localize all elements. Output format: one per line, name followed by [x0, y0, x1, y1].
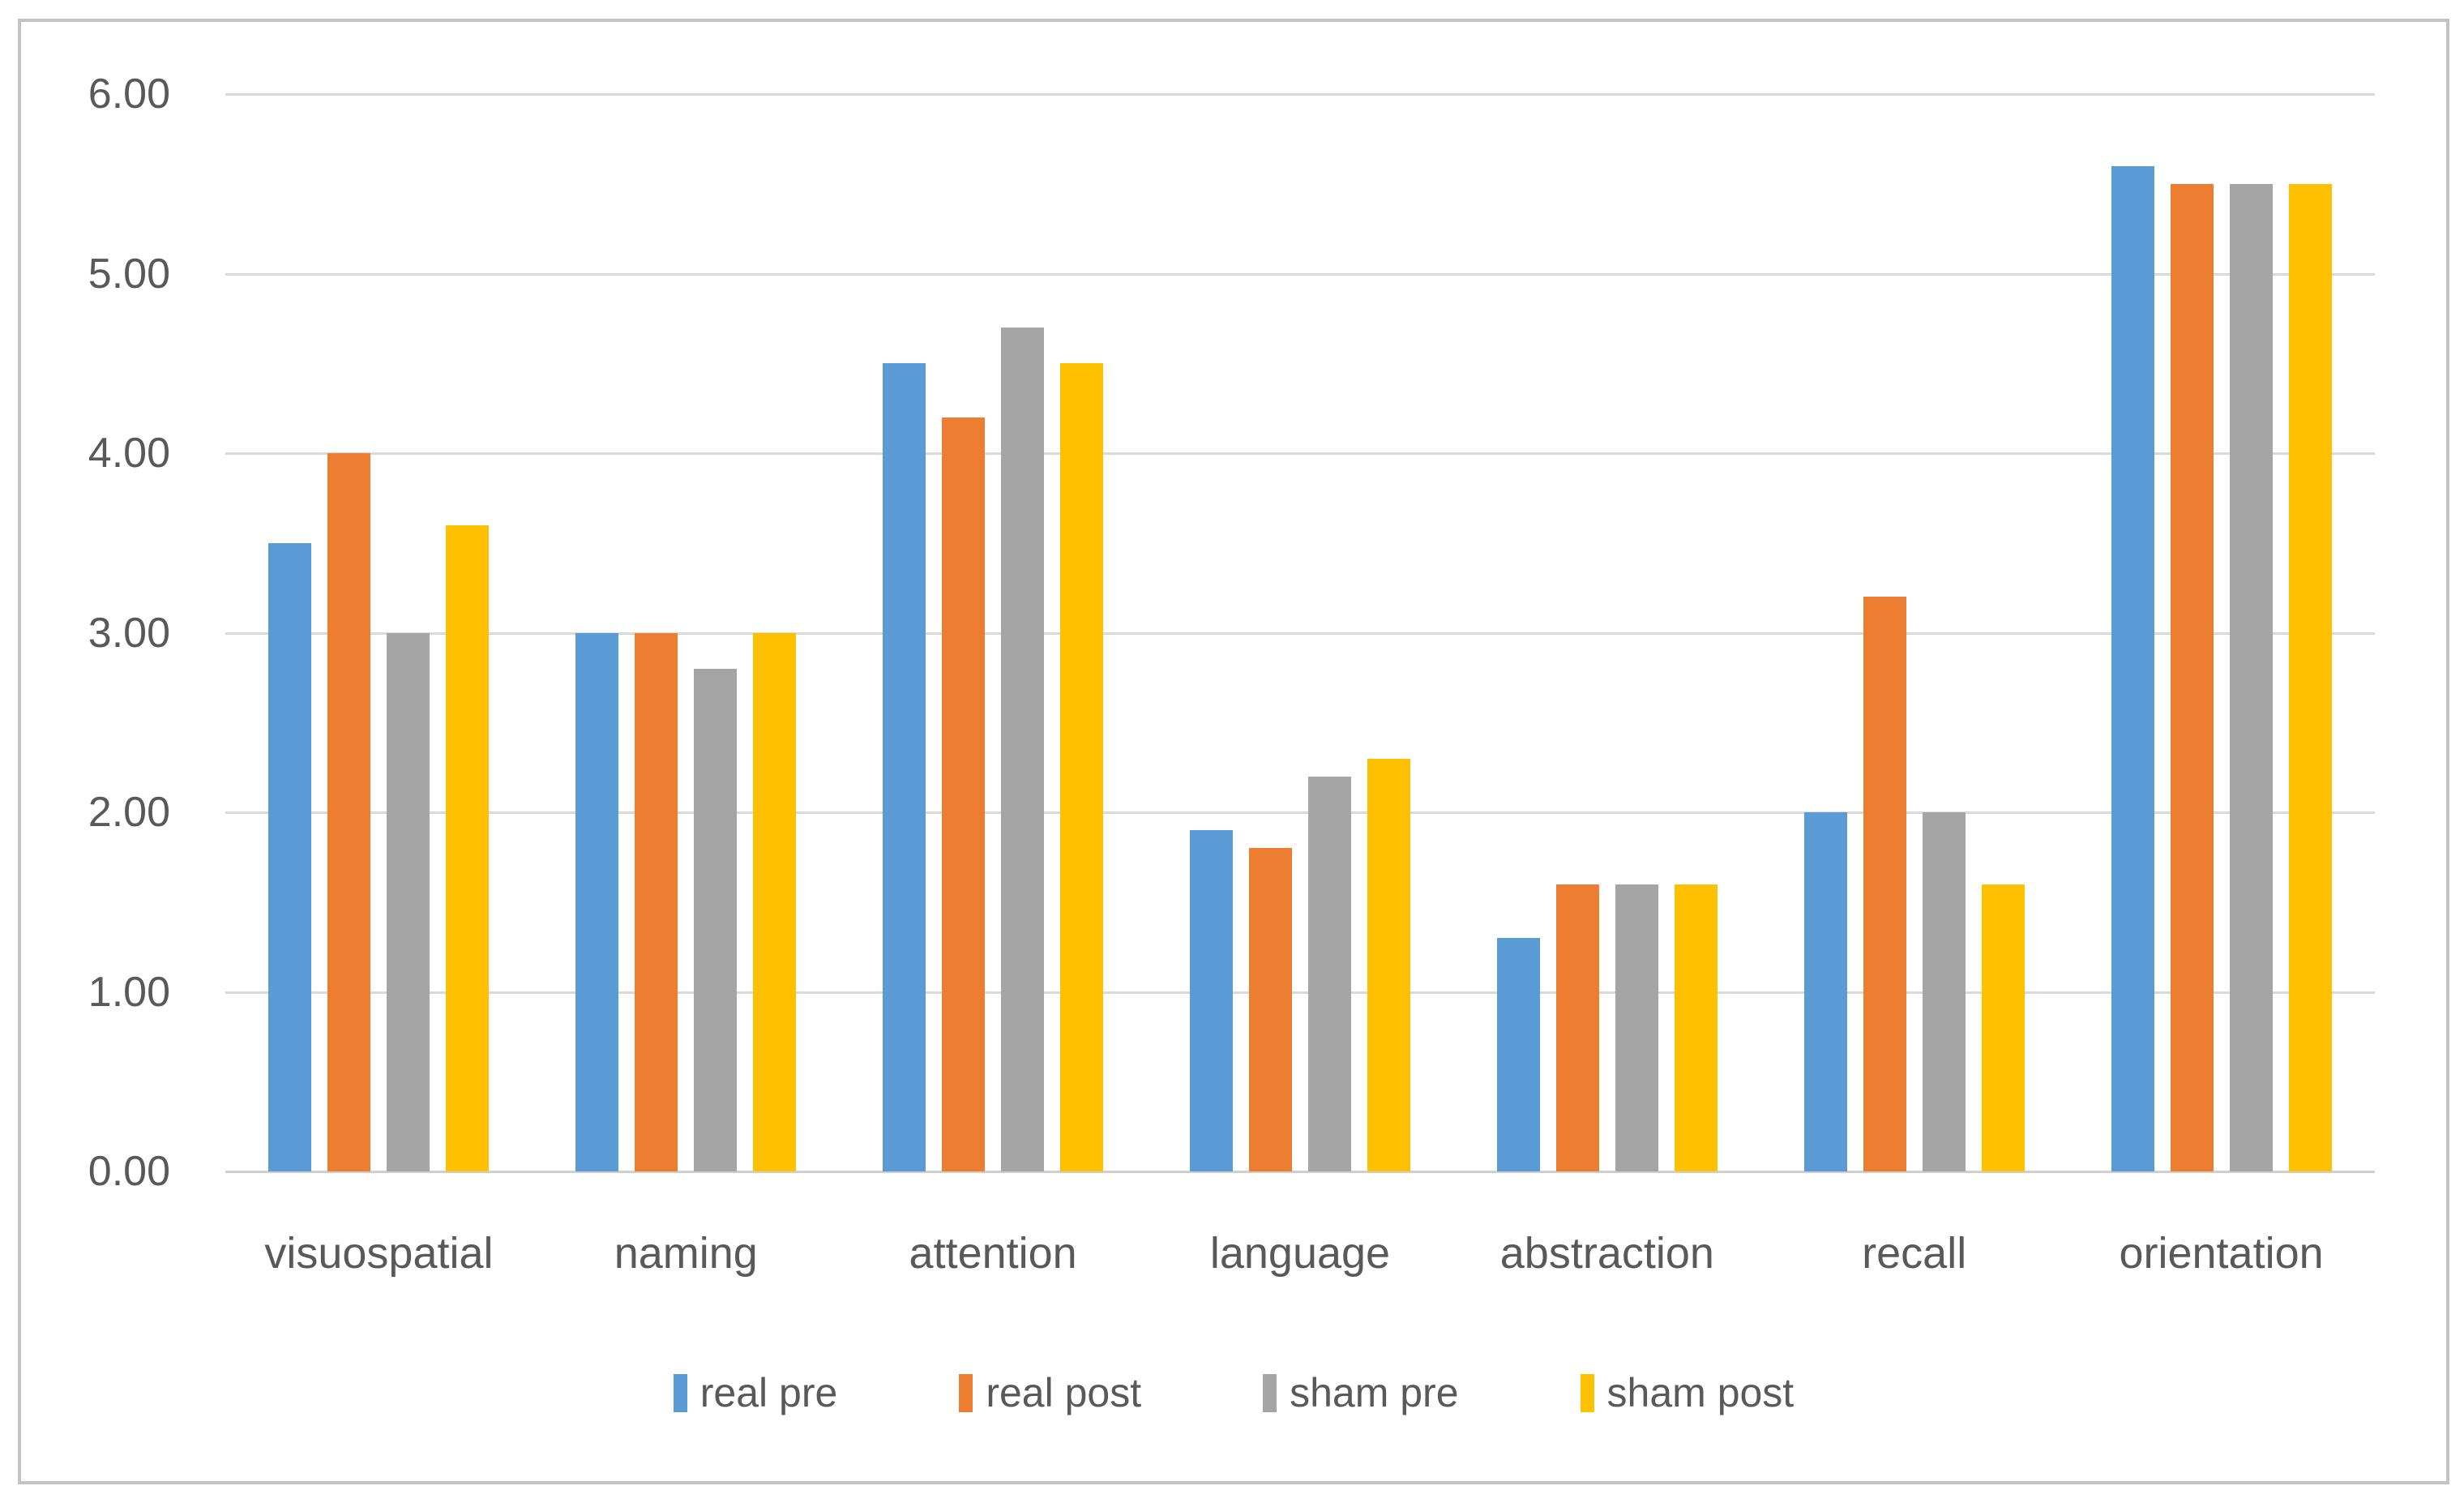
bar-visuospatial-real-post [327, 453, 371, 1171]
x-category-label-recall: recall [1862, 1229, 1967, 1278]
bar-attention-sham-pre [1001, 327, 1045, 1171]
bar-recall-real-post [1863, 597, 1906, 1171]
gridline [225, 93, 2375, 96]
y-tick-label: 5.00 [88, 250, 170, 298]
bar-orientation-real-pre [2111, 165, 2154, 1171]
bar-naming-real-post [635, 632, 678, 1171]
x-category-label-attention: attention [909, 1229, 1077, 1278]
x-category-label-language: language [1209, 1229, 1391, 1278]
gridline [225, 632, 2375, 635]
bar-language-real-post [1249, 848, 1292, 1171]
legend-item-real-pre: real pre [673, 1370, 838, 1415]
bar-naming-sham-pre [694, 668, 738, 1171]
legend-item-sham-pre: sham pre [1263, 1370, 1459, 1415]
gridline [225, 272, 2375, 276]
bar-attention-real-post [942, 417, 986, 1171]
legend-swatch-icon [1580, 1373, 1594, 1412]
legend-label: real pre [699, 1370, 838, 1415]
bar-recall-sham-post [1981, 884, 2025, 1171]
legend-label: sham pre [1290, 1370, 1459, 1415]
bar-recall-real-pre [1803, 812, 1847, 1171]
bar-visuospatial-real-pre [268, 542, 312, 1171]
x-category-label-visuospatial: visuospatial [264, 1229, 494, 1278]
bar-orientation-sham-post [2288, 183, 2332, 1171]
bar-orientation-sham-pre [2229, 183, 2273, 1171]
legend: real pre real post sham pre sham post [18, 1367, 2449, 1419]
x-category-label-abstraction: abstraction [1499, 1229, 1714, 1278]
x-category-label-orientation: orientation [2119, 1229, 2324, 1278]
bar-naming-sham-post [753, 632, 797, 1171]
legend-item-real-post: real post [959, 1372, 1141, 1413]
y-tick-label: 1.00 [88, 968, 170, 1016]
y-tick-label: 6.00 [88, 71, 170, 118]
legend-item-sham-post: sham post [1580, 1370, 1795, 1415]
bar-language-real-pre [1190, 830, 1233, 1171]
bar-naming-real-pre [575, 632, 619, 1171]
bar-language-sham-post [1367, 758, 1410, 1171]
legend-swatch-icon [673, 1373, 687, 1412]
bar-abstraction-real-post [1555, 884, 1599, 1171]
gridline [225, 452, 2375, 455]
bar-abstraction-sham-pre [1615, 884, 1658, 1171]
x-axis-line [225, 1171, 2375, 1173]
x-category-label-naming: naming [614, 1229, 758, 1278]
bar-abstraction-sham-post [1674, 884, 1718, 1171]
bar-visuospatial-sham-post [446, 525, 490, 1171]
legend-label: real post [986, 1370, 1142, 1415]
bar-visuospatial-sham-pre [387, 632, 430, 1171]
legend-label: sham post [1606, 1370, 1795, 1415]
y-tick-label: 2.00 [88, 789, 170, 836]
legend-swatch-icon [959, 1373, 973, 1412]
y-tick-label: 3.00 [88, 609, 170, 657]
gridline [225, 991, 2375, 994]
bar-abstraction-real-pre [1496, 938, 1540, 1171]
legend-swatch-icon [1263, 1373, 1277, 1412]
bar-attention-real-pre [883, 363, 926, 1171]
bar-recall-sham-pre [1922, 812, 1966, 1171]
y-tick-label: 0.00 [88, 1148, 170, 1195]
bar-language-sham-pre [1308, 776, 1351, 1171]
gridline [225, 811, 2375, 814]
y-tick-label: 4.00 [88, 430, 170, 477]
bar-attention-sham-post [1060, 363, 1104, 1171]
bar-orientation-real-post [2170, 183, 2214, 1171]
